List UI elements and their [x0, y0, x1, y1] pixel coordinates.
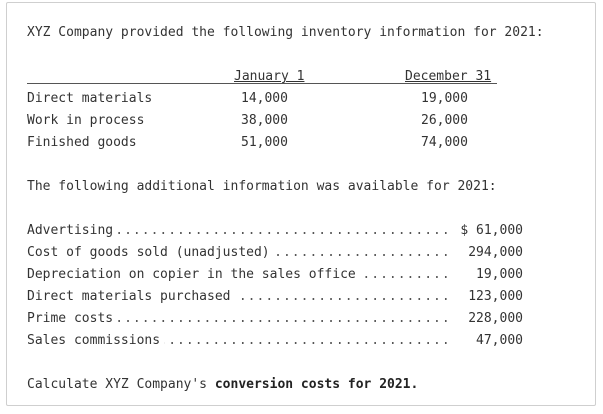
- column-header-december-31: December 31: [405, 69, 492, 84]
- item-label: Prime costs: [27, 311, 118, 326]
- row-value-january: 14,000: [241, 91, 288, 106]
- row-value-december: 74,000: [421, 135, 468, 150]
- question-emphasis: conversion costs for 2021.: [214, 377, 419, 392]
- item-value: 19,000: [476, 267, 523, 282]
- item-label: Cost of goods sold (unadjusted): [27, 245, 274, 260]
- question-prefix: Calculate XYZ Company's: [27, 377, 215, 392]
- item-label: Direct materials purchased: [27, 289, 235, 304]
- row-value-december: 26,000: [421, 113, 468, 128]
- row-value-january: 51,000: [241, 135, 288, 150]
- item-label: Depreciation on copier in the sales offi…: [27, 267, 360, 282]
- item-value: $ 61,000: [460, 223, 523, 238]
- row-value-december: 19,000: [421, 91, 468, 106]
- row-label: Work in process: [27, 113, 145, 128]
- question-text: Calculate XYZ Company's conversion costs…: [27, 377, 418, 393]
- item-label: Sales commissions: [27, 333, 165, 348]
- item-value: 228,000: [468, 311, 523, 326]
- column-header-january-1: January 1: [234, 69, 305, 84]
- table-header-rule: [27, 83, 497, 84]
- problem-panel: XYZ Company provided the following inven…: [6, 2, 596, 406]
- row-value-january: 38,000: [241, 113, 288, 128]
- additional-info-intro: The following additional information was…: [27, 179, 497, 194]
- item-value: 47,000: [476, 333, 523, 348]
- item-label: Advertising: [27, 223, 118, 238]
- item-value: 294,000: [468, 245, 523, 260]
- intro-text: XYZ Company provided the following inven…: [27, 25, 544, 40]
- item-value: 123,000: [468, 289, 523, 304]
- row-label: Direct materials: [27, 91, 153, 106]
- row-label: Finished goods: [27, 135, 137, 150]
